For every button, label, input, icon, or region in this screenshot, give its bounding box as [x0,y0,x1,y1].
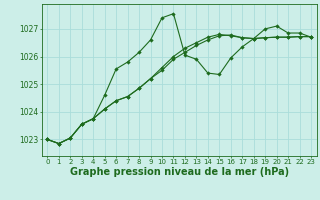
X-axis label: Graphe pression niveau de la mer (hPa): Graphe pression niveau de la mer (hPa) [70,167,289,177]
